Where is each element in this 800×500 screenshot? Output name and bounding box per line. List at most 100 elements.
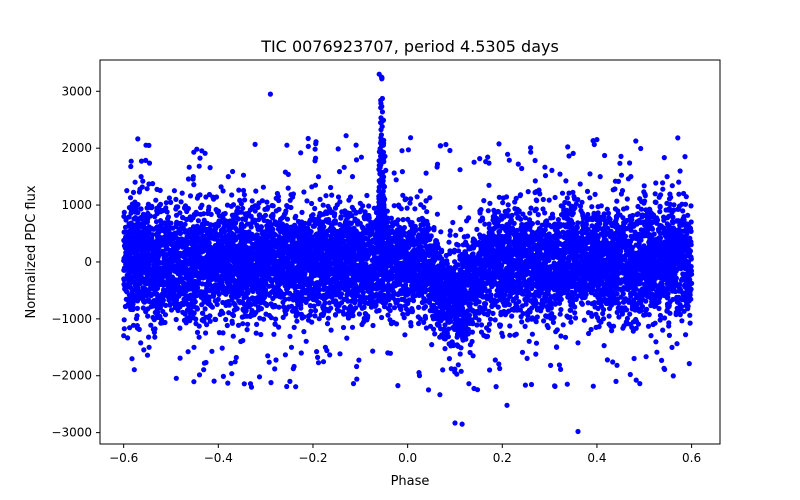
data-point	[446, 356, 452, 362]
data-point	[134, 305, 140, 311]
data-point	[421, 204, 427, 210]
data-point	[596, 324, 602, 330]
data-point	[485, 208, 491, 214]
data-point	[258, 306, 264, 312]
data-point	[340, 324, 347, 331]
data-point	[414, 194, 420, 200]
data-point	[335, 194, 342, 200]
data-point	[253, 188, 259, 194]
data-point	[163, 302, 169, 308]
data-point	[600, 310, 606, 317]
data-point	[224, 322, 230, 329]
data-point	[616, 314, 622, 320]
data-point	[317, 196, 323, 202]
data-point	[458, 368, 464, 374]
data-point	[522, 323, 528, 329]
data-point	[179, 190, 185, 196]
data-point	[526, 338, 532, 344]
data-point	[240, 205, 246, 211]
data-point	[249, 198, 255, 204]
data-point	[236, 187, 242, 193]
data-point	[194, 329, 201, 335]
data-point	[258, 331, 264, 338]
data-point	[133, 316, 140, 322]
data-point	[657, 312, 664, 319]
data-point	[505, 202, 511, 208]
data-point	[362, 311, 368, 317]
data-point	[244, 327, 250, 333]
chart-title: TIC 0076923707, period 4.5305 days	[260, 37, 559, 56]
data-point	[440, 367, 446, 373]
data-point	[581, 317, 587, 323]
data-point	[455, 362, 461, 368]
data-point	[682, 201, 689, 207]
data-point	[416, 320, 422, 327]
data-point	[400, 217, 406, 223]
data-point	[121, 276, 127, 282]
data-point	[290, 191, 296, 197]
data-point	[606, 313, 612, 319]
data-point	[657, 209, 663, 215]
data-point	[585, 300, 591, 306]
data-point	[679, 318, 685, 324]
data-point	[644, 306, 650, 312]
data-point	[653, 180, 659, 186]
data-point	[407, 200, 413, 206]
data-points	[121, 71, 695, 435]
data-point	[451, 249, 457, 255]
data-point	[225, 174, 231, 180]
data-point	[387, 307, 393, 314]
data-point	[604, 206, 610, 212]
data-point	[294, 318, 300, 324]
data-point	[487, 200, 493, 206]
data-point	[663, 207, 669, 213]
data-point	[153, 197, 159, 203]
data-point	[457, 204, 463, 211]
data-point	[304, 198, 310, 204]
data-point	[356, 311, 362, 317]
data-point	[486, 182, 492, 188]
data-point	[650, 321, 656, 328]
data-point	[145, 313, 151, 319]
data-point	[558, 307, 564, 313]
data-point	[670, 214, 676, 220]
data-point	[137, 186, 143, 192]
data-point	[635, 211, 641, 217]
data-point	[157, 187, 163, 193]
data-point	[495, 304, 501, 310]
data-point	[264, 199, 270, 205]
data-point	[138, 340, 144, 346]
data-point	[400, 192, 406, 198]
data-point	[432, 331, 438, 337]
data-point	[260, 184, 266, 190]
data-point	[177, 325, 183, 331]
data-point	[344, 335, 350, 341]
data-point	[328, 184, 334, 191]
data-point	[559, 190, 566, 196]
data-point	[273, 316, 279, 322]
data-point	[592, 191, 598, 197]
data-point	[423, 325, 429, 331]
data-point	[606, 287, 612, 293]
data-point	[676, 191, 682, 197]
data-point	[138, 174, 144, 180]
data-point	[628, 174, 634, 180]
data-point	[303, 338, 309, 344]
data-point	[423, 198, 429, 204]
data-point	[122, 224, 129, 230]
data-point	[393, 321, 400, 327]
data-point	[349, 174, 356, 180]
data-point	[165, 214, 171, 220]
data-point	[660, 186, 666, 192]
data-point	[666, 332, 673, 338]
data-point	[312, 308, 319, 314]
data-point	[492, 317, 498, 323]
data-point	[320, 202, 326, 208]
data-point	[223, 316, 229, 323]
data-point	[680, 208, 686, 214]
data-point	[601, 343, 607, 349]
data-point	[366, 203, 372, 209]
data-point	[391, 203, 397, 209]
